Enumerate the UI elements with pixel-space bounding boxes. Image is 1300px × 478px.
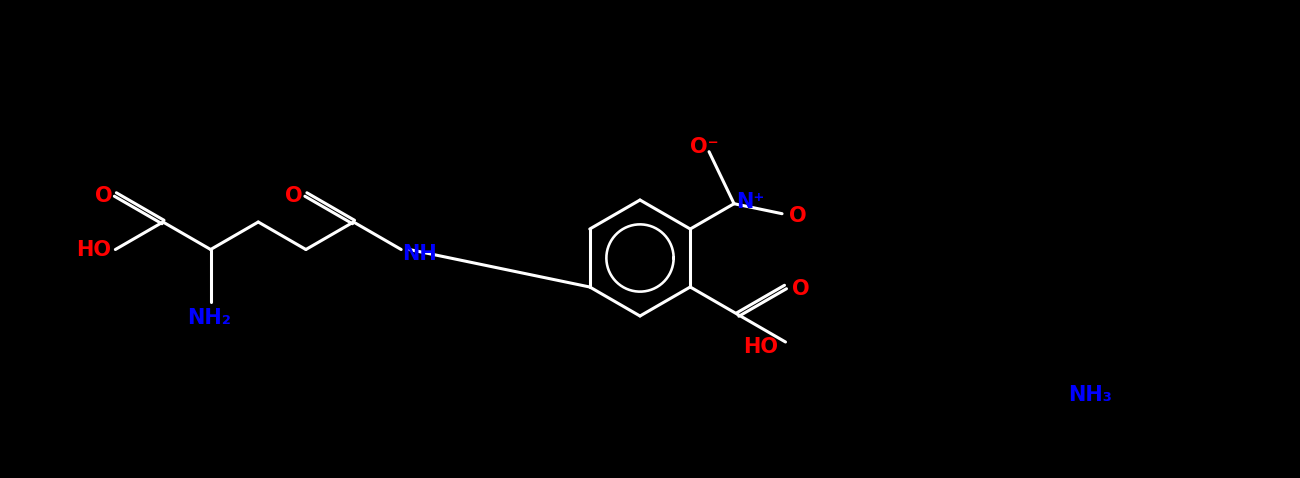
Text: O⁻: O⁻ xyxy=(690,137,719,157)
Text: NH: NH xyxy=(402,245,437,264)
Text: O: O xyxy=(95,186,112,206)
Text: NH₂: NH₂ xyxy=(187,308,230,328)
Text: NH₃: NH₃ xyxy=(1069,385,1112,405)
Text: HO: HO xyxy=(744,337,777,357)
Text: N⁺: N⁺ xyxy=(736,192,764,212)
Text: HO: HO xyxy=(75,239,110,260)
Text: O: O xyxy=(792,279,810,299)
Text: O: O xyxy=(789,206,807,226)
Text: O: O xyxy=(285,186,303,206)
